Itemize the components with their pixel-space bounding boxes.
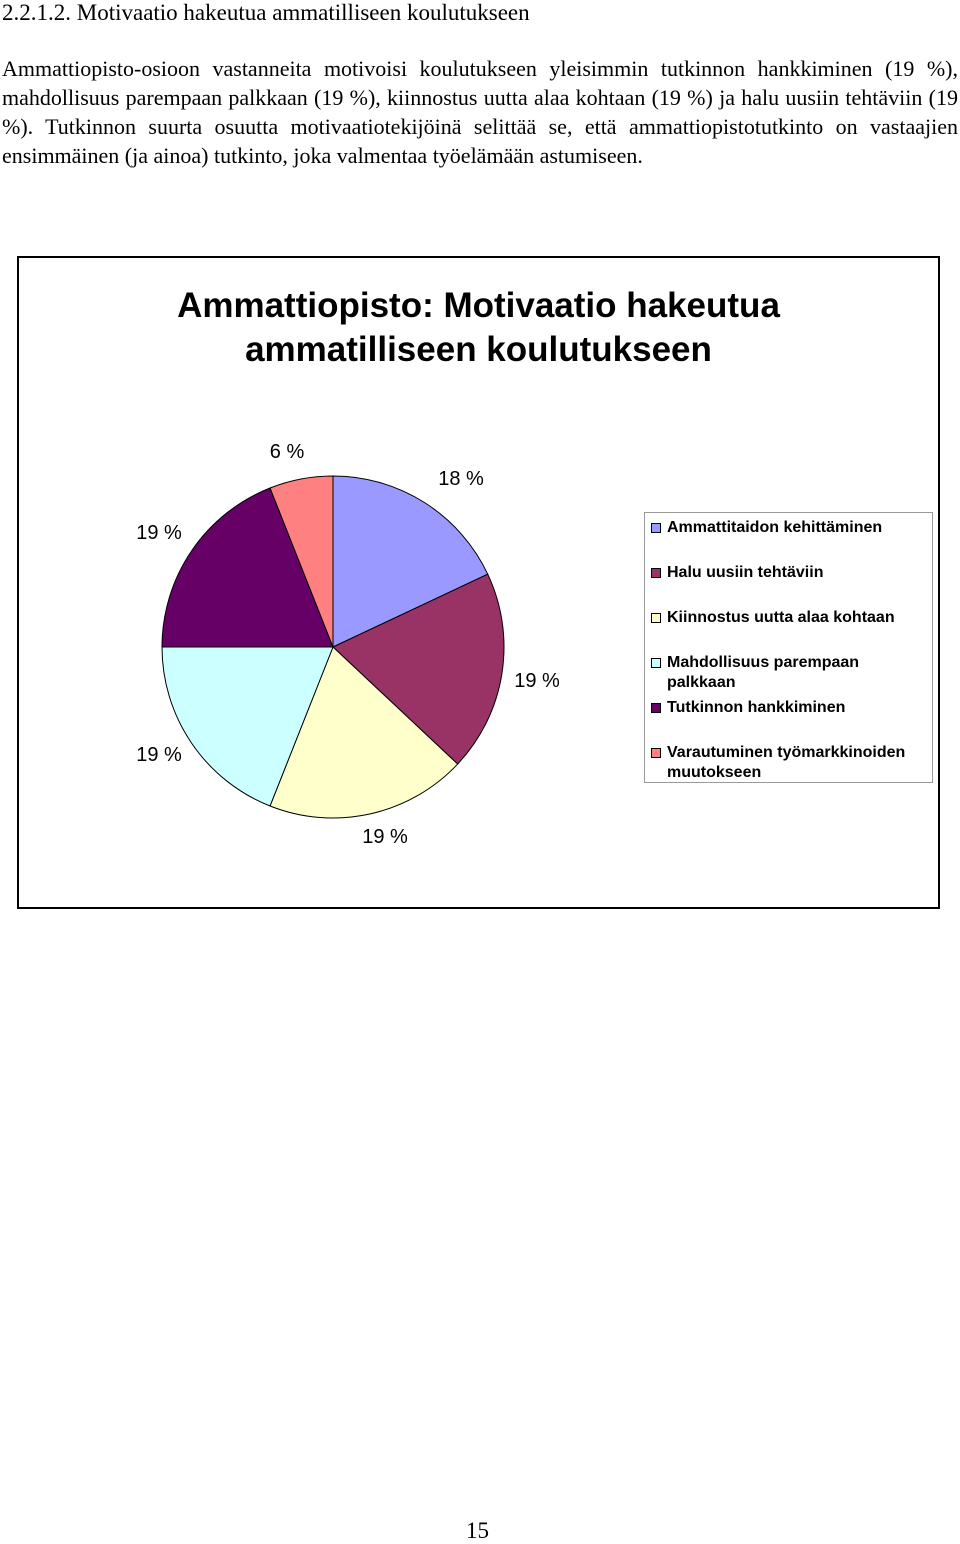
slice-value-label: 19 % xyxy=(362,826,408,848)
legend-item: Ammattitaidon kehittäminen xyxy=(651,518,931,538)
legend-item: Kiinnostus uutta alaa kohtaan xyxy=(651,608,931,628)
legend-label: Mahdollisuus parempaan palkkaan xyxy=(667,654,860,691)
slice-value-label: 19 % xyxy=(136,744,182,766)
chart-title-line-2: ammatilliseen koulutukseen xyxy=(245,330,712,369)
pie-chart-frame: Ammattiopisto: Motivaatio hakeutua ammat… xyxy=(17,256,940,909)
legend-swatch xyxy=(651,613,661,623)
pie-slice xyxy=(161,646,334,807)
pie-slice xyxy=(332,475,489,648)
pie-slice xyxy=(332,573,505,765)
legend-label: Halu uusiin tehtäviin xyxy=(667,564,824,581)
slice-value-label: 6 % xyxy=(270,441,305,463)
page-number: 15 xyxy=(466,1518,489,1543)
chart-legend: Ammattitaidon kehittäminen Halu uusiin t… xyxy=(644,512,933,783)
legend-label: Ammattitaidon kehittäminen xyxy=(667,519,883,536)
legend-swatch xyxy=(651,523,661,533)
pie-chart: 18 % 19 % 19 % 19 % 19 % 6 % xyxy=(136,441,560,848)
section-heading: 2.2.1.2. Motivaatio hakeutua ammatillise… xyxy=(2,0,530,25)
legend-item: Mahdollisuus parempaan palkkaan xyxy=(651,653,931,693)
legend-swatch xyxy=(651,658,661,668)
pie-slice xyxy=(161,487,334,648)
legend-label: Tutkinnon hankkiminen xyxy=(667,699,846,716)
slice-value-label: 19 % xyxy=(514,670,560,692)
pie-slice xyxy=(269,646,459,819)
legend-item: Halu uusiin tehtäviin xyxy=(651,563,931,583)
body-paragraph: Ammattiopisto-osioon vastanneita motivoi… xyxy=(2,56,958,168)
legend-item: Tutkinnon hankkiminen xyxy=(651,698,931,718)
legend-label: Varautuminen työmarkkinoiden muutokseen xyxy=(667,744,906,781)
slice-value-label: 19 % xyxy=(136,522,182,544)
slice-value-label: 18 % xyxy=(438,468,484,490)
legend-swatch xyxy=(651,748,661,758)
pie-slice xyxy=(269,475,334,648)
legend-item: Varautuminen työmarkkinoiden muutokseen xyxy=(651,743,931,783)
legend-label: Kiinnostus uutta alaa kohtaan xyxy=(667,609,895,626)
chart-title-line-1: Ammattiopisto: Motivaatio hakeutua xyxy=(177,286,780,325)
legend-swatch xyxy=(651,703,661,713)
chart-title: Ammattiopisto: Motivaatio hakeutua ammat… xyxy=(19,284,938,372)
legend-swatch xyxy=(651,568,661,578)
